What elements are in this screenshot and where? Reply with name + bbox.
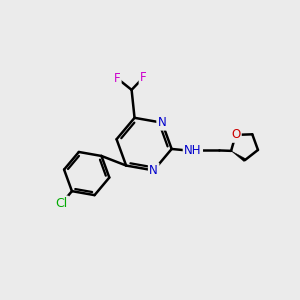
Polygon shape — [231, 151, 246, 161]
Text: Cl: Cl — [56, 197, 68, 210]
Text: N: N — [149, 164, 158, 177]
Text: O: O — [231, 128, 240, 141]
Text: F: F — [140, 71, 147, 84]
Text: F: F — [114, 72, 120, 85]
Text: NH: NH — [184, 144, 202, 157]
Text: N: N — [158, 116, 167, 129]
